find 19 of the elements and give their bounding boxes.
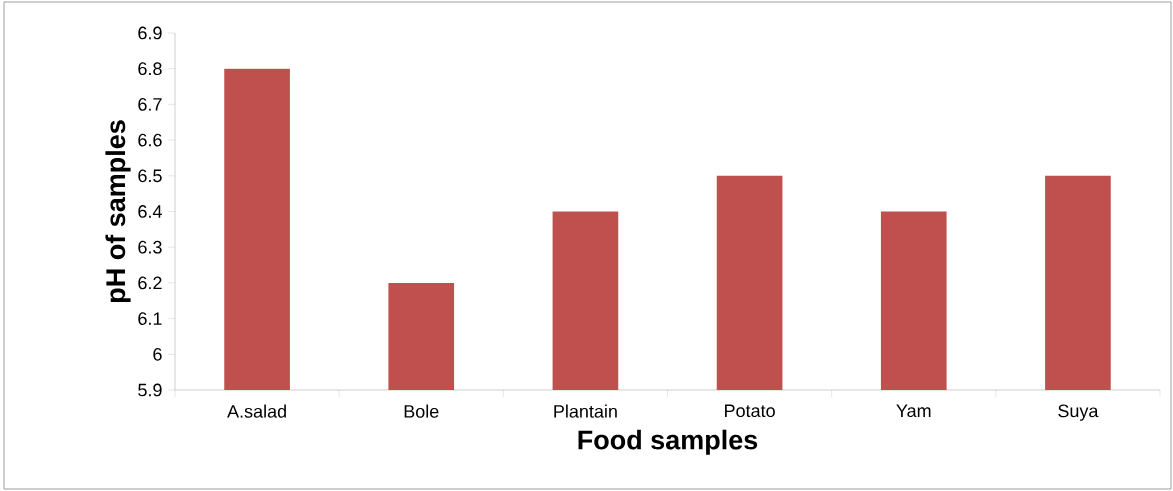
x-tick-label: Bole <box>404 404 439 418</box>
y-tick-label: 5.9 <box>138 383 162 397</box>
y-axis-title: pH of samples <box>105 120 131 302</box>
y-tick-label: 6.6 <box>138 133 162 147</box>
x-tick-label: Suya <box>1058 404 1099 421</box>
y-tick-label: 6.2 <box>138 276 162 290</box>
x-tick-label: Yam <box>896 404 931 418</box>
y-tick-label: 6.8 <box>138 62 162 76</box>
x-tick-label: Potato <box>725 404 775 418</box>
y-tick-label: 6.7 <box>138 98 162 111</box>
y-tick-label: 6.4 <box>138 205 162 218</box>
y-tick-label: 6.1 <box>138 312 162 325</box>
y-tick-label: 6.3 <box>138 240 162 254</box>
x-axis-title: Food samples <box>578 429 758 455</box>
y-tick-label: 6 <box>153 347 162 361</box>
y-tick-label: 6.9 <box>138 26 162 40</box>
x-tick-label: Plantain <box>554 404 617 418</box>
y-tick-label: 6.5 <box>138 169 162 183</box>
x-tick-label: A.salad <box>227 404 286 418</box>
